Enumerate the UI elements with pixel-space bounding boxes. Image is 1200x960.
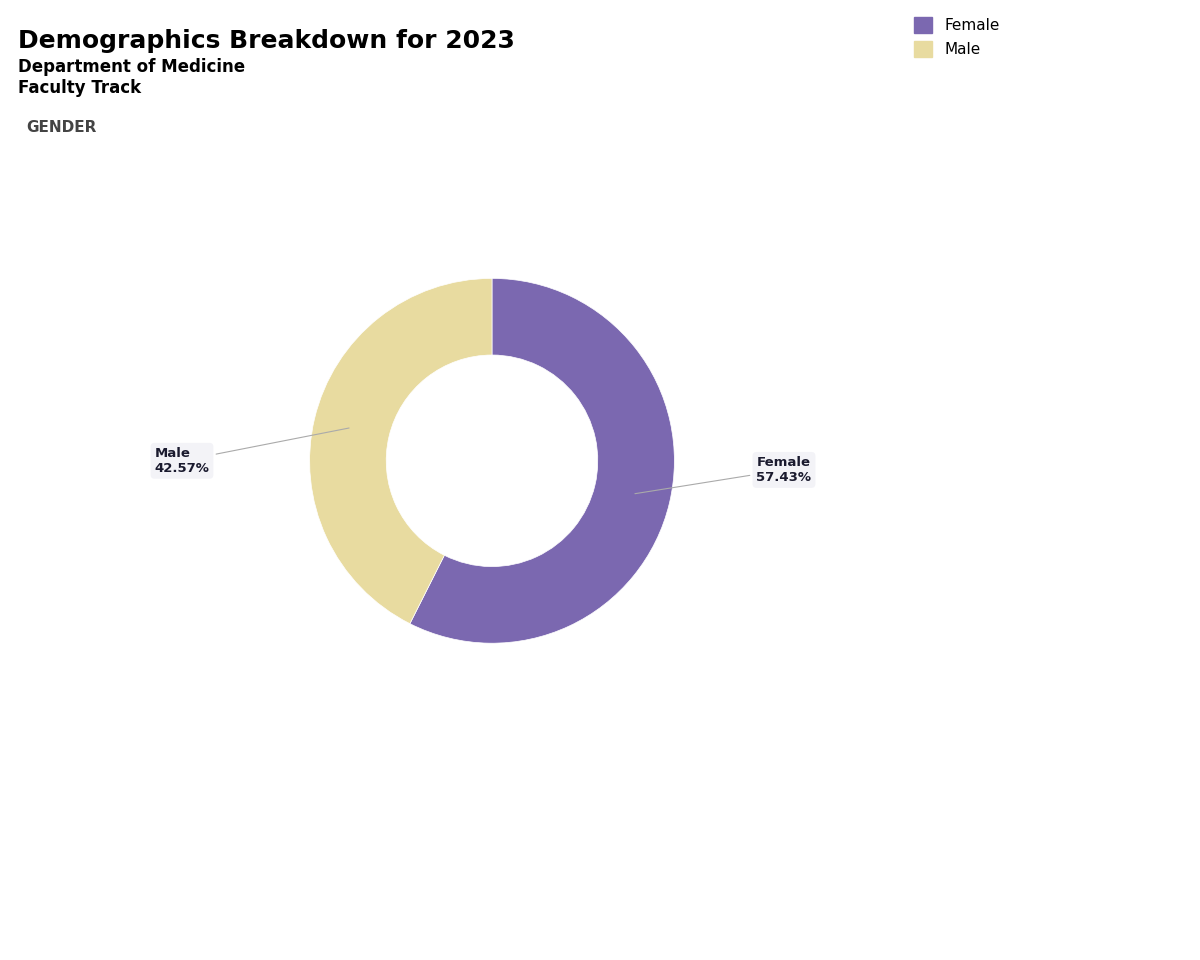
Wedge shape [310, 278, 492, 624]
Text: Faculty Track: Faculty Track [18, 79, 142, 97]
Text: GENDER: GENDER [26, 120, 97, 135]
Wedge shape [410, 278, 674, 643]
Text: Demographics Breakdown for 2023: Demographics Breakdown for 2023 [18, 29, 515, 53]
Text: Female
57.43%: Female 57.43% [635, 456, 811, 493]
Text: Department of Medicine: Department of Medicine [18, 58, 245, 76]
Text: Male
42.57%: Male 42.57% [155, 428, 349, 475]
Legend: Female, Male: Female, Male [913, 17, 1000, 57]
